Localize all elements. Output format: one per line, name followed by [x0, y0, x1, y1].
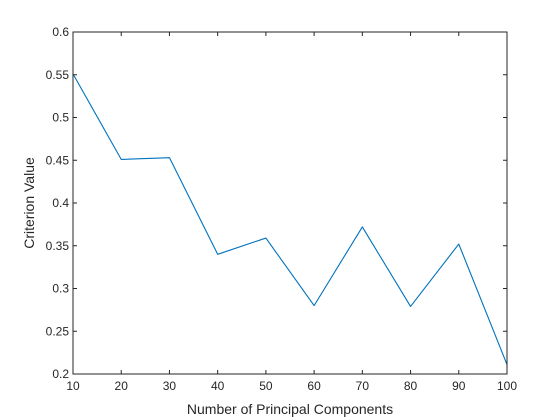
y-tick-label: 0.5: [52, 111, 69, 125]
x-tick-label: 90: [452, 379, 466, 393]
axes-box: [72, 31, 508, 375]
y-tick-label: 0.45: [46, 153, 70, 167]
y-tick-label: 0.3: [52, 282, 69, 296]
y-tick-label: 0.4: [52, 196, 69, 210]
series-layer: [72, 73, 508, 365]
y-tick-label: 0.25: [46, 324, 70, 338]
x-tick-label: 50: [259, 379, 273, 393]
x-tick-label: 30: [163, 379, 177, 393]
tick-labels: 10 20 30 40 50 60 70 80 90 100 0.2 0.25 0.3 0.35 0.4 0.…: [46, 25, 518, 393]
y-axis-label: Criterion Value: [21, 157, 37, 249]
series-line: [72, 73, 508, 365]
x-tick-label: 80: [404, 379, 418, 393]
x-tick-label: 10: [66, 379, 80, 393]
x-tick-label: 40: [211, 379, 225, 393]
x-axis-label: Number of Principal Components: [187, 401, 393, 417]
y-tick-label: 0.2: [52, 367, 69, 381]
x-tick-label: 20: [115, 379, 129, 393]
y-tick-label: 0.35: [46, 239, 70, 253]
y-tick-label: 0.6: [52, 25, 69, 39]
x-tick-label: 70: [356, 379, 370, 393]
x-tick-label: 100: [497, 379, 517, 393]
x-tick-label: 60: [307, 379, 321, 393]
y-tick-label: 0.55: [46, 68, 70, 82]
plot-area: [73, 32, 507, 374]
